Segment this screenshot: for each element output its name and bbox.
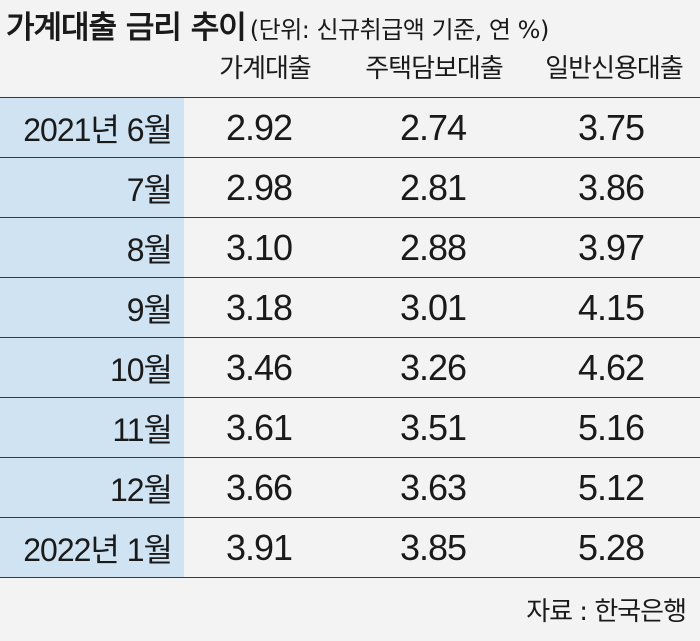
unit-note: (단위: 신규취급액 기준, 연 %)	[249, 16, 550, 44]
value-cell: 3.91	[225, 526, 293, 568]
table-row: 12월 3.66 3.63 5.12	[0, 457, 700, 517]
chart-title: 가계대출 금리 추이	[6, 10, 247, 46]
value-cell: 4.15	[577, 286, 645, 328]
value-cell: 2.81	[399, 166, 467, 208]
table-row: 7월 2.98 2.81 3.86	[0, 157, 700, 217]
source-note: 자료 : 한국은행	[526, 597, 687, 627]
row-label: 11월	[0, 398, 184, 457]
value-cell: 2.98	[225, 166, 293, 208]
row-label: 10월	[0, 338, 184, 397]
row-label: 9월	[0, 278, 184, 337]
row-label: 2022년 1월	[0, 518, 184, 577]
value-cell: 3.85	[399, 526, 467, 568]
column-header-household: 가계대출	[219, 53, 312, 84]
value-cell: 3.18	[225, 286, 293, 328]
value-cell: 2.92	[225, 106, 293, 148]
value-cell: 5.12	[577, 466, 645, 508]
value-cell: 3.10	[225, 226, 293, 268]
title-row: 가계대출 금리 추이 (단위: 신규취급액 기준, 연 %)	[6, 2, 550, 46]
column-header-credit: 일반신용대출	[545, 53, 684, 84]
value-cell: 3.63	[399, 466, 467, 508]
table-row: 2021년 6월 2.92 2.74 3.75	[0, 97, 700, 157]
table-row: 2022년 1월 3.91 3.85 5.28	[0, 517, 700, 578]
table-row: 10월 3.46 3.26 4.62	[0, 337, 700, 397]
row-label: 2021년 6월	[0, 98, 184, 157]
value-cell: 3.75	[577, 106, 645, 148]
value-cell: 2.74	[399, 106, 467, 148]
table-row: 8월 3.10 2.88 3.97	[0, 217, 700, 277]
value-cell: 3.66	[225, 466, 293, 508]
value-cell: 3.97	[577, 226, 645, 268]
value-cell: 3.86	[577, 166, 645, 208]
value-cell: 3.01	[399, 286, 467, 328]
value-cell: 3.51	[399, 406, 467, 448]
value-cell: 3.61	[225, 406, 293, 448]
table-row: 11월 3.61 3.51 5.16	[0, 397, 700, 457]
value-cell: 5.16	[577, 406, 645, 448]
value-cell: 5.28	[577, 526, 645, 568]
row-label: 12월	[0, 458, 184, 517]
value-cell: 2.88	[399, 226, 467, 268]
table-row: 9월 3.18 3.01 4.15	[0, 277, 700, 337]
value-cell: 4.62	[577, 346, 645, 388]
row-label: 8월	[0, 218, 184, 277]
rate-table: 2021년 6월 2.92 2.74 3.75 7월 2.98 2.81 3.86 8월 3.10…	[0, 97, 700, 578]
value-cell: 3.46	[225, 346, 293, 388]
column-header-mortgage: 주택담보대출	[365, 53, 504, 84]
value-cell: 3.26	[399, 346, 467, 388]
row-label: 7월	[0, 158, 184, 217]
